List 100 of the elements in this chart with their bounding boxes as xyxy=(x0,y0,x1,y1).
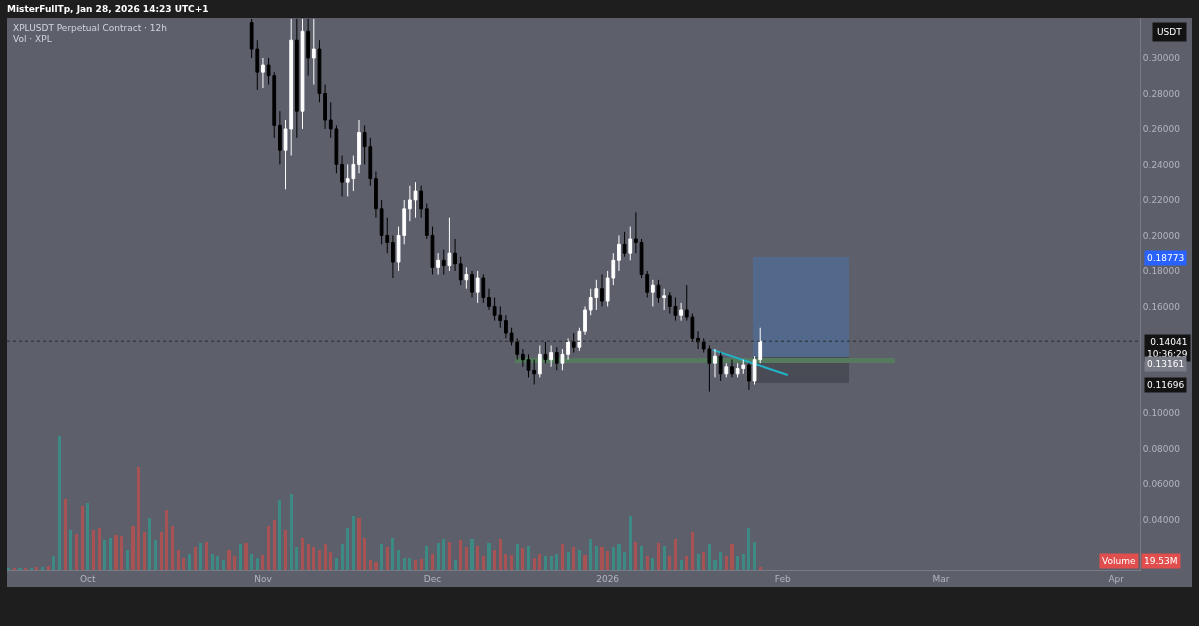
bar xyxy=(160,532,163,570)
candlestick xyxy=(487,288,491,311)
bar xyxy=(527,546,530,570)
bar xyxy=(680,560,683,570)
bar xyxy=(295,547,298,570)
bar xyxy=(487,543,491,570)
bar xyxy=(278,500,281,570)
candlestick xyxy=(464,266,469,290)
bar xyxy=(114,535,118,570)
bar xyxy=(154,540,157,570)
bar xyxy=(629,516,632,570)
bar xyxy=(318,550,321,570)
bar xyxy=(454,560,457,570)
bar xyxy=(75,534,78,570)
y-tick-label: 0.24000 xyxy=(1142,159,1181,170)
bar xyxy=(239,544,242,570)
bar xyxy=(109,538,112,570)
bar xyxy=(290,494,293,570)
candlestick xyxy=(311,18,316,86)
bar xyxy=(199,543,202,570)
bar xyxy=(120,536,123,570)
bar xyxy=(674,539,677,570)
bar xyxy=(617,544,621,570)
bar xyxy=(550,556,553,570)
bar xyxy=(504,554,507,570)
bar xyxy=(131,526,135,570)
bar xyxy=(261,555,264,570)
bar xyxy=(414,560,417,570)
candlestick xyxy=(634,211,638,254)
bar xyxy=(256,558,259,570)
y-axis-title: USDT xyxy=(1157,27,1183,37)
bar xyxy=(103,540,106,570)
bar xyxy=(476,546,479,570)
bar xyxy=(380,544,383,570)
bar xyxy=(369,560,372,570)
candlestick xyxy=(713,348,717,378)
bar xyxy=(753,542,756,570)
y-tick-label: 0.22000 xyxy=(1142,195,1181,206)
text: MisterFullTp, Jan 28, 2026 14:23 UTC+1 xyxy=(7,4,209,14)
bar xyxy=(312,547,315,570)
bar xyxy=(335,558,338,570)
candlestick xyxy=(504,314,508,339)
candlestick xyxy=(650,279,655,307)
bar xyxy=(211,554,214,570)
bar xyxy=(374,562,378,570)
x-tick-label: Oct xyxy=(79,573,97,584)
bar xyxy=(205,542,208,570)
bar xyxy=(182,558,185,570)
bar xyxy=(516,544,519,570)
bar xyxy=(595,546,598,570)
bar xyxy=(216,556,219,570)
x-tick-label: 2026 xyxy=(596,573,620,584)
bar xyxy=(188,554,191,570)
candlestick xyxy=(718,352,723,382)
bar xyxy=(736,556,739,570)
candlestick xyxy=(560,348,565,371)
bar xyxy=(753,257,849,357)
bar xyxy=(533,558,536,570)
bar xyxy=(86,503,89,570)
text: 19.53M xyxy=(1144,556,1178,566)
bar xyxy=(691,532,694,570)
bar xyxy=(47,566,50,570)
candlestick xyxy=(419,185,424,219)
bar xyxy=(725,556,728,570)
bar xyxy=(697,554,700,570)
candlestick xyxy=(323,84,327,130)
bar xyxy=(668,556,671,570)
bar xyxy=(634,542,637,570)
y-tick-label: 0.26000 xyxy=(1142,124,1181,135)
bar xyxy=(58,436,61,570)
candlestick xyxy=(600,273,604,307)
bar xyxy=(589,539,592,570)
bar xyxy=(730,544,734,570)
bar xyxy=(397,550,400,570)
y-tick-label: 0.08000 xyxy=(1142,443,1181,454)
candlestick xyxy=(628,226,633,261)
bar xyxy=(651,558,654,570)
candlestick xyxy=(436,252,440,275)
bar xyxy=(470,539,474,570)
bar xyxy=(713,560,717,570)
bar xyxy=(719,552,722,570)
y-tick-label: 0.04000 xyxy=(1142,514,1181,525)
bar xyxy=(612,547,615,570)
bar xyxy=(442,539,445,570)
bar xyxy=(329,552,332,570)
bar xyxy=(759,567,762,570)
y-tick-label: 0.28000 xyxy=(1142,88,1181,99)
bar xyxy=(273,520,276,570)
bar xyxy=(92,530,95,570)
bar xyxy=(482,556,485,570)
candlestick xyxy=(261,57,265,89)
candlestick xyxy=(577,327,582,352)
bar xyxy=(600,547,604,570)
bar xyxy=(165,510,168,570)
candlestick xyxy=(278,110,282,165)
bar xyxy=(52,556,55,570)
bar xyxy=(352,516,355,570)
bar xyxy=(98,528,101,570)
candlestick xyxy=(583,305,587,336)
candlestick xyxy=(730,359,734,378)
